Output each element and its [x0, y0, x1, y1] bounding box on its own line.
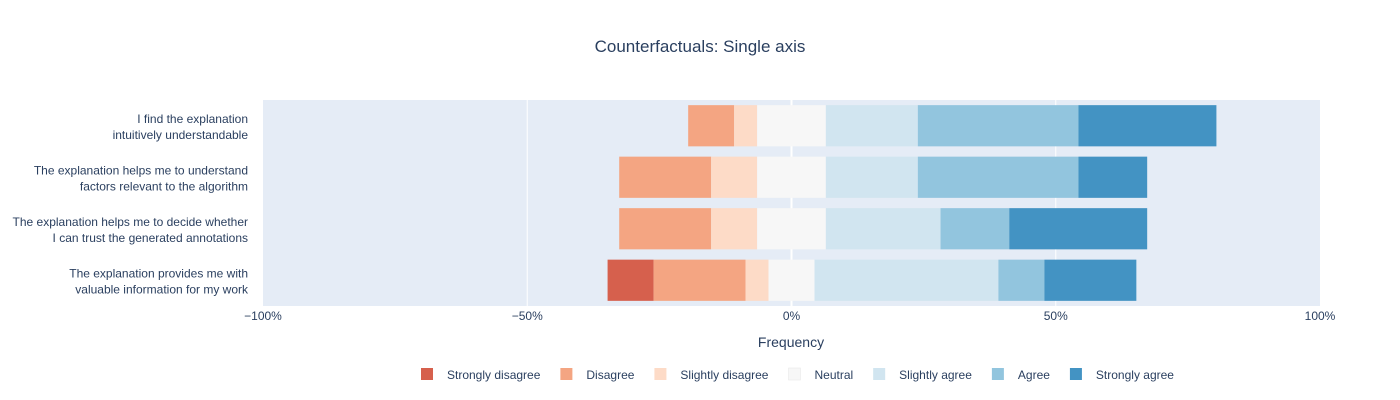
legend-swatch	[421, 368, 433, 380]
bar-segment	[757, 105, 826, 147]
legend-item: Agree	[991, 368, 1050, 382]
bar-segment	[1044, 259, 1137, 301]
legend-item: Strongly disagree	[421, 368, 541, 382]
bar-segment	[619, 208, 712, 250]
x-tick-label: 50%	[1044, 309, 1068, 323]
legend-label: Disagree	[586, 368, 634, 382]
chart-title: Counterfactuals: Single axis	[595, 37, 806, 56]
bar-segment	[734, 105, 758, 147]
legend: Strongly disagree Disagree Slightly disagr…	[421, 367, 1174, 382]
legend-item: Disagree	[560, 368, 635, 382]
bar-segment	[825, 208, 941, 250]
bar-segment	[607, 259, 654, 301]
bar-segment	[1078, 105, 1217, 147]
legend-swatch	[560, 368, 573, 380]
bar-segment	[814, 259, 999, 301]
bar-segment	[1078, 156, 1148, 198]
legend-swatch	[654, 368, 667, 380]
x-tick-labels: −100% −50% 0% 50% 100%	[244, 309, 1336, 323]
bar-segment	[768, 259, 815, 301]
bars	[607, 105, 1217, 301]
y-tick-labels: I find the explanation intuitively unders…	[13, 112, 249, 297]
x-tick-label: 100%	[1305, 309, 1336, 323]
y-tick-label: I find the explanation intuitively unders…	[113, 112, 249, 142]
x-tick-label: −100%	[244, 309, 282, 323]
legend-label: Slightly disagree	[680, 368, 768, 382]
legend-label: Agree	[1018, 368, 1050, 382]
y-tick-label: The explanation provides me with valuable…	[69, 266, 249, 296]
legend-item: Strongly agree	[1069, 368, 1174, 382]
legend-label: Strongly disagree	[447, 368, 541, 382]
legend-item: Neutral	[788, 367, 853, 382]
bar-segment	[917, 156, 1079, 198]
bar-segment	[745, 259, 769, 301]
legend-label: Strongly agree	[1096, 368, 1174, 382]
legend-item: Slightly disagree	[654, 368, 769, 382]
legend-swatch	[1069, 368, 1082, 380]
x-tick-label: −50%	[512, 309, 543, 323]
bar-segment	[825, 156, 918, 198]
y-tick-label: The explanation helps me to decide wheth…	[13, 215, 248, 245]
bar-segment	[917, 105, 1079, 147]
bar-segment	[998, 259, 1045, 301]
x-axis-title: Frequency	[758, 334, 824, 350]
bar-segment	[757, 208, 826, 250]
bar-segment	[688, 105, 735, 147]
bar-segment	[757, 156, 826, 198]
y-tick-label: The explanation helps me to understand fa…	[34, 163, 248, 193]
legend-swatch	[873, 368, 886, 380]
legend-label: Slightly agree	[899, 368, 972, 382]
bar-segment	[619, 156, 712, 198]
bar-segment	[940, 208, 1010, 250]
bar-segment	[825, 105, 918, 147]
legend-swatch	[991, 368, 1004, 380]
legend-label: Neutral	[814, 368, 853, 382]
bar-segment	[653, 259, 746, 301]
bar-segment	[711, 208, 758, 250]
x-tick-label: 0%	[783, 309, 801, 323]
legend-item: Slightly agree	[873, 368, 972, 382]
legend-swatch	[788, 367, 801, 381]
bar-segment	[711, 156, 758, 198]
bar-segment	[1009, 208, 1148, 250]
